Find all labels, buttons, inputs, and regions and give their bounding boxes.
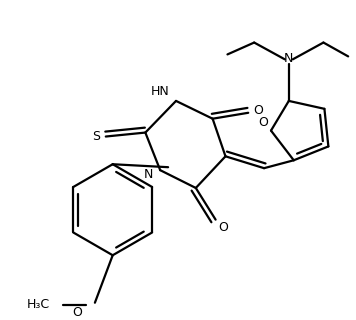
Text: O: O	[72, 306, 82, 319]
Text: O: O	[253, 104, 263, 117]
Text: N: N	[143, 168, 153, 180]
Text: S: S	[92, 130, 100, 143]
Text: O: O	[219, 221, 229, 234]
Text: H₃C: H₃C	[26, 298, 49, 311]
Text: HN: HN	[151, 84, 169, 98]
Text: O: O	[258, 116, 268, 129]
Text: N: N	[284, 52, 293, 65]
